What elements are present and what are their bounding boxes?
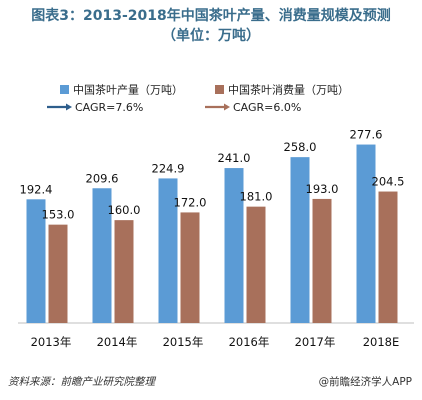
- legend-label-production: 中国茶叶产量（万吨）: [73, 83, 183, 97]
- bar-production-4: [290, 157, 310, 323]
- x-tick-label-2: 2015年: [163, 335, 204, 349]
- bar-production-3: [224, 168, 244, 323]
- bar-consumption-1: [114, 220, 134, 323]
- legend: 中国茶叶产量（万吨） 中国茶叶消费量（万吨） CAGR=7.6% CAGR=6.…: [47, 83, 349, 114]
- x-tick-label-3: 2016年: [229, 335, 270, 349]
- legend-arrowhead-cagr-consumption: [224, 103, 230, 111]
- x-tick-label-4: 2017年: [295, 335, 336, 349]
- value-label-consumption-4: 193.0: [306, 182, 339, 196]
- source-note: 资料来源：前瞻产业研究院整理: [8, 376, 155, 388]
- x-tick-label-5: 2018E: [363, 335, 400, 349]
- x-tick-label-1: 2014年: [97, 335, 138, 349]
- value-label-production-2: 224.9: [152, 161, 185, 175]
- value-label-consumption-1: 160.0: [108, 203, 141, 217]
- bar-production-1: [92, 188, 112, 323]
- plot-area: 192.4 153.0 2013年 209.6 160.0 2014年 224.9 172.0…: [18, 128, 414, 349]
- bar-production-5: [356, 144, 376, 323]
- bar-consumption-2: [180, 212, 200, 323]
- credit-note: @前瞻经济学人APP: [318, 376, 412, 388]
- bar-consumption-5: [378, 191, 398, 323]
- value-label-production-3: 241.0: [218, 151, 251, 165]
- value-label-consumption-5: 204.5: [372, 175, 405, 189]
- legend-swatch-production: [60, 85, 69, 94]
- legend-arrowhead-cagr-production: [66, 103, 72, 111]
- legend-swatch-consumption: [215, 85, 224, 94]
- legend-label-cagr-production: CAGR=7.6%: [75, 101, 143, 114]
- value-label-production-0: 192.4: [20, 182, 53, 196]
- value-label-consumption-0: 153.0: [42, 208, 75, 222]
- value-label-production-5: 277.6: [350, 128, 383, 142]
- chart-subtitle: （单位：万吨）: [162, 28, 260, 44]
- value-label-consumption-3: 181.0: [240, 190, 273, 204]
- chart-title: 图表3：2013-2018年中国茶叶产量、消费量规模及预测: [31, 8, 391, 24]
- bar-production-2: [158, 178, 178, 323]
- x-tick-label-0: 2013年: [31, 335, 72, 349]
- bar-production-0: [26, 199, 46, 323]
- bar-consumption-4: [312, 198, 332, 323]
- bar-consumption-3: [246, 206, 266, 323]
- value-label-production-1: 209.6: [86, 171, 119, 185]
- value-label-production-4: 258.0: [284, 140, 317, 154]
- value-label-consumption-2: 172.0: [174, 195, 207, 209]
- bar-consumption-0: [48, 224, 68, 323]
- legend-label-consumption: 中国茶叶消费量（万吨）: [228, 83, 349, 97]
- legend-label-cagr-consumption: CAGR=6.0%: [233, 101, 301, 114]
